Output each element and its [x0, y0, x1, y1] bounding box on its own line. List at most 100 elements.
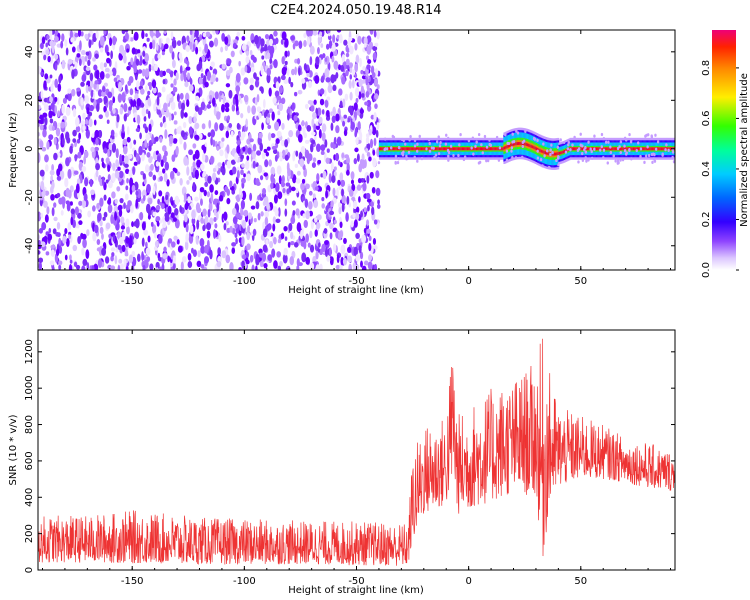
signal-band-cell: [500, 147, 503, 151]
heatmap-cell: [81, 247, 85, 256]
heatmap-cell: [344, 93, 349, 101]
heatmap-cell: [176, 171, 181, 177]
heatmap-cell: [204, 244, 209, 254]
heatmap-cell: [249, 49, 253, 56]
heatmap-cell: [363, 207, 367, 213]
heatmap-cell: [354, 212, 360, 221]
heatmap-cell: [38, 249, 41, 255]
heatmap-cell: [84, 95, 90, 104]
heatmap-cell: [306, 30, 311, 37]
heatmap-cell: [53, 35, 59, 43]
heatmap-cell: [136, 97, 142, 107]
heatmap-cell: [357, 178, 362, 184]
heatmap-cell: [128, 106, 132, 111]
heatmap-cell: [316, 214, 322, 221]
heatmap-cell: [447, 158, 450, 162]
signal-band-cell: [625, 147, 628, 151]
heatmap-cell: [186, 166, 190, 176]
heatmap-cell: [366, 228, 371, 234]
heatmap-cell: [274, 154, 278, 162]
signal-band-cell: [539, 148, 542, 152]
heatmap-cell: [287, 106, 291, 116]
heatmap-cell: [126, 136, 131, 143]
heatmap-cell: [186, 99, 190, 107]
signal-band-cell: [576, 147, 579, 151]
heatmap-cell: [119, 106, 124, 115]
heatmap-cell: [169, 170, 175, 180]
heatmap-cell: [274, 90, 280, 98]
signal-band-cell: [464, 147, 467, 151]
heatmap-cell: [92, 57, 96, 62]
heatmap-cell: [240, 169, 244, 176]
heatmap-cell: [182, 121, 187, 129]
heatmap-cell: [265, 239, 269, 245]
heatmap-cell: [162, 79, 166, 85]
heatmap-cell: [290, 241, 295, 246]
heatmap-cell: [485, 145, 489, 149]
signal-band-cell: [475, 147, 478, 151]
heatmap-cell: [590, 156, 594, 160]
heatmap-cell: [326, 110, 330, 118]
heatmap-cell: [185, 45, 191, 53]
heatmap-cell: [195, 202, 201, 213]
heatmap-cell: [413, 144, 417, 148]
heatmap-cell: [564, 150, 568, 154]
heatmap-cell: [212, 139, 216, 147]
signal-band-cell: [506, 145, 509, 149]
heatmap-cell: [179, 136, 183, 145]
heatmap-cell: [311, 139, 316, 145]
heatmap-cell: [208, 201, 213, 212]
heatmap-cell: [111, 67, 117, 76]
heatmap-cell: [44, 116, 48, 126]
heatmap-cell: [183, 141, 187, 151]
heatmap-cell: [199, 198, 203, 206]
heatmap-cell: [155, 204, 161, 211]
signal-band-cell: [381, 147, 384, 151]
snr-y-tick-label: 800: [24, 415, 35, 434]
signal-band-cell: [514, 142, 517, 146]
heatmap-cell: [172, 138, 178, 144]
signal-band-cell: [636, 147, 639, 151]
signal-band-cell: [473, 147, 476, 151]
heatmap-cell: [268, 87, 272, 97]
heatmap-cell: [185, 223, 189, 233]
heatmap-cell: [584, 156, 587, 160]
signal-band-cell: [485, 147, 488, 151]
heatmap-cell: [353, 102, 358, 111]
heatmap-cell: [332, 187, 336, 197]
signal-band-cell: [505, 145, 508, 149]
heatmap-cell: [230, 130, 234, 137]
heatmap-cell: [94, 146, 100, 152]
heatmap-cell: [56, 175, 62, 181]
heatmap-cell: [80, 120, 86, 127]
heatmap-cell: [300, 146, 306, 154]
heatmap-cell: [297, 124, 302, 132]
heatmap-cell: [556, 145, 560, 149]
heatmap-cell: [142, 264, 146, 270]
heatmap-cell: [628, 132, 631, 137]
heatmap-cell: [144, 126, 149, 134]
heatmap-cell: [600, 132, 604, 137]
heatmap-cell: [89, 104, 95, 112]
heatmap-cell: [321, 196, 325, 202]
heatmap-cell: [161, 86, 166, 93]
heatmap-cell: [105, 222, 111, 230]
heatmap-cell: [255, 265, 258, 270]
heatmap-cell: [562, 140, 566, 145]
heatmap-cell: [178, 100, 182, 110]
heatmap-cell: [278, 102, 284, 112]
heatmap-cell: [95, 169, 99, 178]
heatmap-cell: [350, 220, 354, 228]
heatmap-cell: [273, 194, 278, 204]
heatmap-cell: [69, 259, 73, 264]
heatmap-cell: [86, 229, 90, 237]
signal-band-cell: [468, 147, 471, 151]
signal-band-cell: [650, 147, 653, 151]
heatmap-cell: [280, 74, 286, 81]
heatmap-cell: [635, 148, 638, 153]
heatmap-cell: [347, 39, 351, 49]
heatmap-cell: [331, 175, 336, 184]
heatmap-cell: [338, 88, 343, 96]
heatmap-cell: [106, 119, 110, 124]
heatmap-cell: [614, 159, 617, 163]
